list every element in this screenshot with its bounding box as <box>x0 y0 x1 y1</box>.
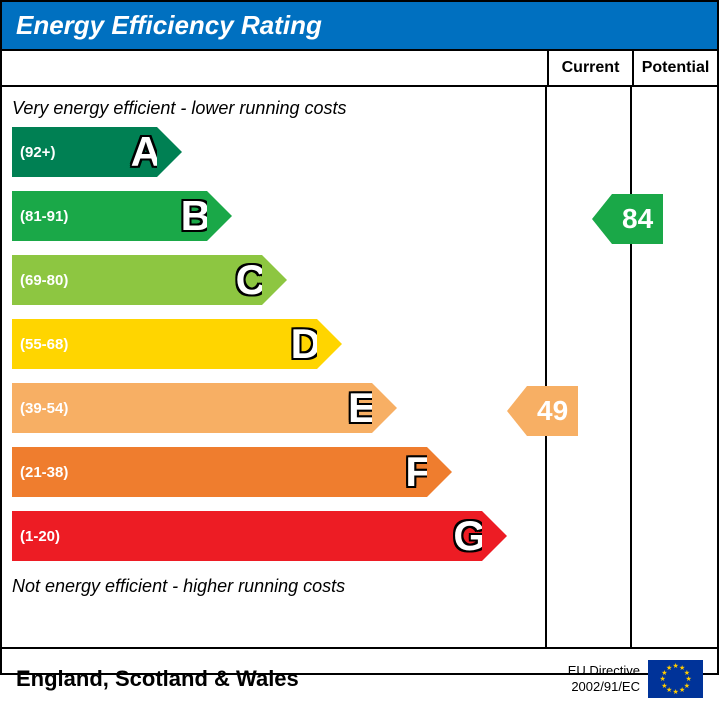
band-letter-e: E <box>348 384 376 432</box>
potential-column: 84 <box>632 87 717 647</box>
band-letter-g: G <box>453 512 486 560</box>
band-bar-d: (55-68)D <box>12 319 317 369</box>
chart-body: Very energy efficient - lower running co… <box>2 87 717 647</box>
chart-title: Energy Efficiency Rating <box>2 2 717 51</box>
band-range-c: (69-80) <box>20 272 68 289</box>
eu-star: ★ <box>666 664 672 672</box>
band-row-b: (81-91) B <box>12 187 545 245</box>
band-range-e: (39-54) <box>20 400 68 417</box>
band-row-g: (1-20) G <box>12 507 545 565</box>
band-letter-d: D <box>291 320 321 368</box>
band-row-f: (21-38) F <box>12 443 545 501</box>
band-bar-c: (69-80)C <box>12 255 262 305</box>
footer-region: England, Scotland & Wales <box>16 666 299 692</box>
eu-star: ★ <box>679 686 685 694</box>
top-caption: Very energy efficient - lower running co… <box>2 93 545 123</box>
band-row-d: (55-68) D <box>12 315 545 373</box>
band-row-e: (39-54) E <box>12 379 545 437</box>
current-header: Current <box>547 51 632 85</box>
bottom-caption: Not energy efficient - higher running co… <box>2 571 545 601</box>
band-range-g: (1-20) <box>20 528 60 545</box>
potential-header: Potential <box>632 51 717 85</box>
band-bar-b: (81-91)B <box>12 191 207 241</box>
band-row-a: (92+) A <box>12 123 545 181</box>
band-letter-f: F <box>405 448 431 496</box>
epc-chart: Energy Efficiency Rating Current Potenti… <box>0 0 719 675</box>
eu-flag-icon: ★★★★★★★★★★★★ <box>648 660 703 698</box>
spacer <box>2 51 547 85</box>
eu-star: ★ <box>673 662 679 670</box>
footer: England, Scotland & Wales EU Directive 2… <box>2 647 717 709</box>
rating-bars: (92+) A (81-91) B (69-80) C (55-68) D (39-54) E (2… <box>2 123 545 565</box>
band-bar-a: (92+)A <box>12 127 157 177</box>
band-letter-b: B <box>181 192 211 240</box>
current-marker: 49 <box>527 386 578 436</box>
band-range-d: (55-68) <box>20 336 68 353</box>
band-range-b: (81-91) <box>20 208 68 225</box>
band-letter-c: C <box>236 256 266 304</box>
band-letter-a: A <box>131 128 161 176</box>
band-range-a: (92+) <box>20 144 55 161</box>
band-bar-g: (1-20)G <box>12 511 482 561</box>
bands-column: Very energy efficient - lower running co… <box>2 87 547 647</box>
potential-marker: 84 <box>612 194 663 244</box>
footer-right: EU Directive 2002/91/EC ★★★★★★★★★★★★ <box>568 660 703 698</box>
eu-star: ★ <box>673 688 679 696</box>
band-bar-e: (39-54)E <box>12 383 372 433</box>
current-column: 49 <box>547 87 632 647</box>
column-headers: Current Potential <box>2 51 717 87</box>
band-range-f: (21-38) <box>20 464 68 481</box>
eu-directive-text: EU Directive 2002/91/EC <box>568 663 640 694</box>
band-row-c: (69-80) C <box>12 251 545 309</box>
band-bar-f: (21-38)F <box>12 447 427 497</box>
